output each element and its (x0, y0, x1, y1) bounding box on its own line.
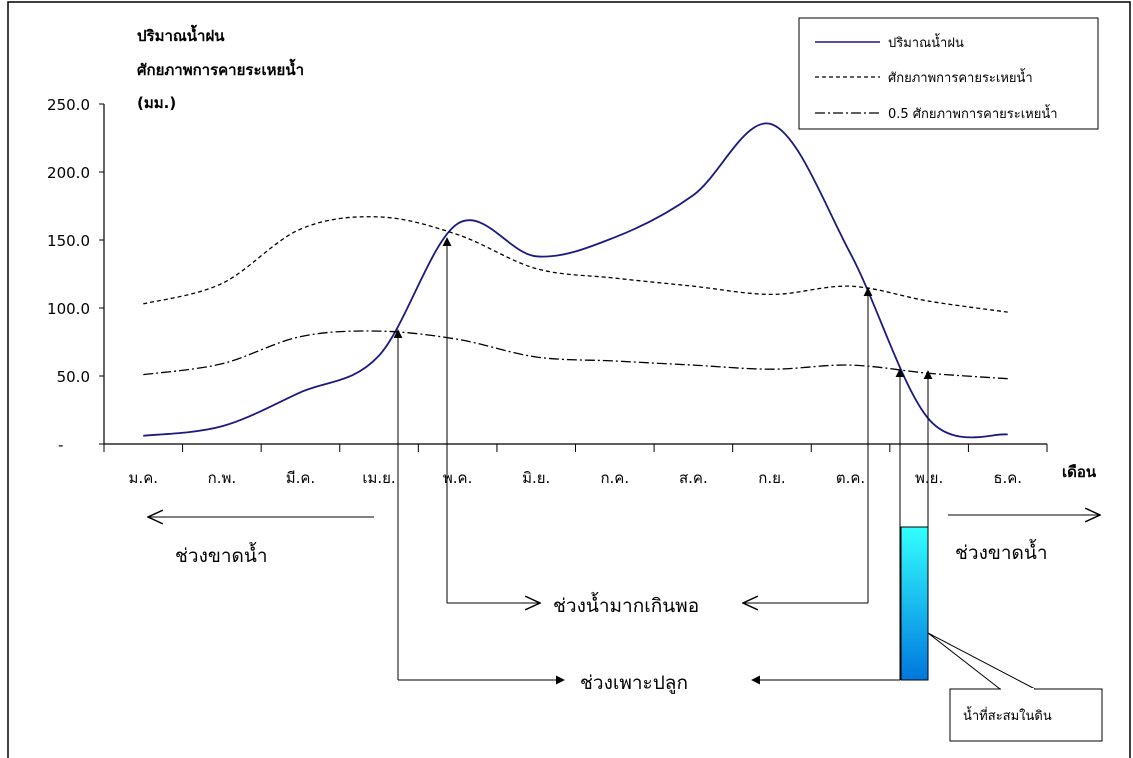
legend-box (798, 17, 1099, 130)
x-tick-label: พ.ค. (443, 469, 472, 487)
legend-label-pet: ศักยภาพการคายระเหยน้ำ (888, 68, 1033, 86)
callout-label: น้ำที่สะสมในดิน (963, 706, 1052, 724)
x-tick-label: ก.ย. (758, 469, 785, 487)
y-ticks: - 50.0 100.0 150.0 200.0 250.0 (47, 96, 104, 454)
callout-pointer (927, 632, 1036, 690)
x-tick-label: ธ.ค. (993, 469, 1022, 487)
legend-label-rain: ปริมาณน้ำฝน (888, 33, 964, 51)
soil-storage-bar (900, 526, 929, 681)
x-tick-label: มี.ค. (286, 469, 315, 487)
surplus-period-label: ช่วงน้ำมากเกินพอ (553, 592, 699, 617)
series-pet-line (143, 216, 1008, 313)
y-tick-label: - (58, 436, 63, 454)
x-tick-label: ก.พ. (208, 469, 237, 487)
y-axis-label-line-3: (มม.) (137, 94, 176, 112)
y-tick-label: 100.0 (47, 300, 90, 318)
growing-period-label: ช่วงเพาะปลูก (580, 672, 688, 694)
y-tick-label: 200.0 (47, 164, 90, 182)
x-tick-label: ต.ค. (836, 469, 865, 487)
series-half-pet-line (143, 330, 1008, 380)
x-tick-label: พ.ย. (915, 469, 943, 487)
x-axis-label: เดือน (1062, 463, 1097, 481)
x-tick-label: เม.ย. (362, 469, 395, 487)
x-tick-label: ม.ค. (129, 469, 158, 487)
legend: ปริมาณน้ำฝน ศักยภาพการคายระเหยน้ำ 0.5 ศั… (798, 17, 1099, 130)
y-tick-label: 150.0 (47, 232, 90, 250)
x-ticks: ม.ค. ก.พ. มี.ค. เม.ย. พ.ค. มิ.ย. ก.ค. ส.ค. ก.ย. ต… (103, 444, 1048, 487)
y-tick-label: 250.0 (47, 96, 90, 114)
x-tick-label: ก.ค. (600, 469, 629, 487)
dry-period-left-label: ช่วงขาดน้ำ (175, 542, 268, 567)
legend-label-half-pet: 0.5 ศักยภาพการคายระเหยน้ำ (888, 104, 1058, 122)
x-tick-label: ส.ค. (679, 469, 708, 487)
x-tick-label: มิ.ย. (522, 469, 550, 487)
series-layer (143, 122, 1008, 439)
chart-frame (7, 1, 1131, 758)
series-rainfall-line (143, 122, 1008, 439)
soil-storage-callout: น้ำที่สะสมในดิน (927, 632, 1103, 742)
dry-period-right-label: ช่วงขาดน้ำ (955, 539, 1048, 564)
y-tick-label: 50.0 (57, 368, 90, 386)
y-axis-label-line-2: ศักยภาพการคายระเหยน้ำ (137, 58, 304, 79)
y-axis-label-line-1: ปริมาณน้ำฝน (137, 24, 225, 45)
